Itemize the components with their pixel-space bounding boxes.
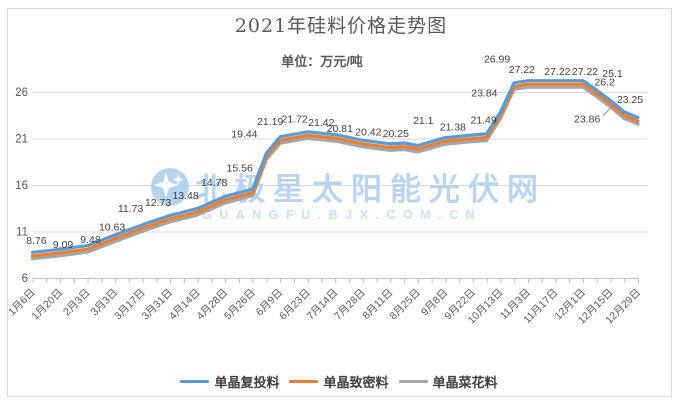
y-axis-tick-label: 21 (15, 134, 28, 146)
legend-line-swatch (180, 379, 210, 383)
x-axis-tick-label: 8月25日 (387, 287, 423, 323)
x-axis-labels: 1月6日1月20日2月3日3月3日3月17日3月31日4月14日4月28日5月2… (6, 287, 643, 327)
chart-unit-label: 单位：万元/吨 (281, 54, 363, 69)
legend-item-0: 单晶复投料 (180, 372, 279, 391)
data-label: 21.38 (440, 122, 466, 134)
legend-line-swatch (398, 379, 428, 383)
data-label: 9.09 (53, 239, 74, 251)
data-label: 21.19 (257, 116, 283, 128)
data-label: 11.73 (118, 203, 144, 215)
y-axis-tick-label: 6 (22, 273, 28, 285)
chart-legend: 单晶复投料 单晶致密料 单晶菜花料 (0, 370, 678, 392)
data-label: 27.22 (509, 64, 535, 76)
x-axis-tick-label: 2月3日 (61, 287, 93, 319)
data-label: 14.78 (201, 177, 227, 189)
series-line-0 (30, 79, 640, 254)
x-axis (32, 278, 639, 283)
data-label: 20.42 (355, 126, 381, 138)
watermark-sub-text: GUANGFU.BJX.COM.CN (202, 208, 482, 222)
data-label: 8.76 (26, 235, 47, 247)
data-label: 23.86 (574, 113, 600, 125)
x-axis-tick-label: 1月20日 (29, 287, 65, 323)
data-label: 10.63 (99, 221, 125, 233)
legend-label: 单晶复投料 (214, 374, 280, 390)
data-label: 23.84 (471, 88, 497, 100)
data-label: 21.72 (282, 113, 308, 125)
legend-item-1: 单晶致密料 (289, 372, 389, 391)
data-label: 23.25 (617, 94, 643, 106)
data-label: 20.25 (383, 128, 409, 140)
legend-label: 单晶致密料 (323, 374, 389, 390)
data-label: 25.1 (602, 68, 623, 80)
series-line-2 (30, 85, 640, 261)
data-label: 12.73 (145, 197, 171, 209)
legend-line-swatch (289, 379, 319, 383)
data-label: 26.99 (484, 53, 510, 65)
data-label: 19.44 (231, 129, 257, 141)
x-axis-tick-label: 5月26日 (222, 287, 258, 323)
data-label: 21.49 (470, 114, 496, 126)
data-label: 15.56 (227, 163, 253, 175)
data-label: 27.22 (544, 66, 570, 78)
chart-title: 2021年硅料价格走势图 (234, 15, 448, 37)
data-label: 9.48 (80, 234, 101, 246)
y-axis-tick-label: 16 (15, 180, 28, 192)
y-axis-tick-label: 26 (15, 87, 28, 99)
data-label: 26.2 (594, 77, 615, 89)
data-label: 13.48 (172, 190, 198, 202)
y-axis-tick-label: 11 (16, 227, 28, 239)
series-line-1 (30, 82, 640, 258)
data-label: 27.22 (572, 66, 598, 78)
data-label: 20.81 (327, 123, 353, 135)
legend-label: 单晶菜花料 (432, 374, 498, 390)
data-label: 21.42 (308, 117, 334, 129)
data-label: 21.1 (413, 115, 434, 127)
legend-item-2: 单晶菜花料 (398, 372, 498, 391)
